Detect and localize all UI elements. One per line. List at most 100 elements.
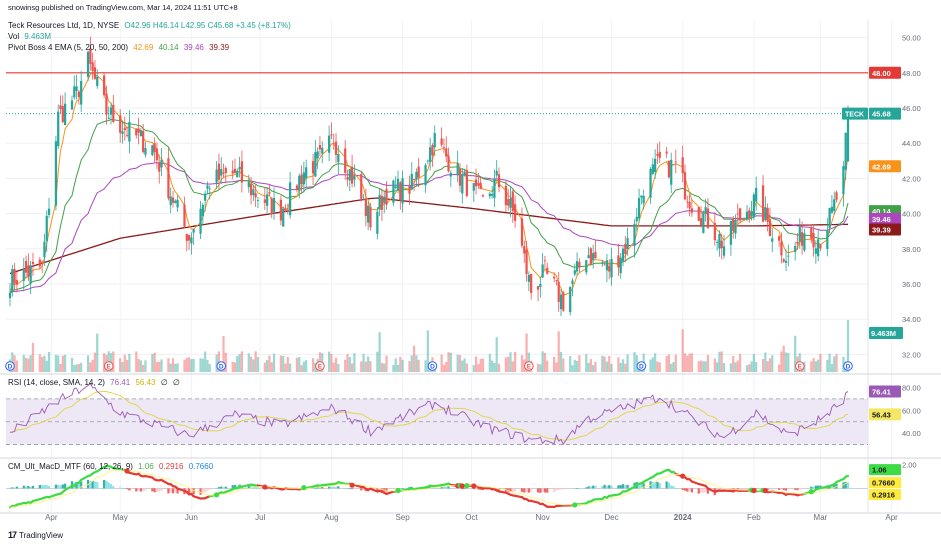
macd-hist-bar bbox=[109, 484, 113, 489]
macd-cross-dot bbox=[572, 502, 578, 508]
volume-bar bbox=[22, 354, 25, 372]
macd-hist-bar bbox=[559, 488, 563, 490]
candle-body bbox=[392, 180, 395, 203]
macd-hist-bar bbox=[353, 488, 356, 490]
volume-bar bbox=[135, 351, 138, 372]
candle-body bbox=[77, 91, 80, 97]
vol-label[interactable]: Vol bbox=[8, 32, 20, 41]
price-tick-label: 40.00 bbox=[902, 210, 921, 219]
rsi-ma-value-box bbox=[869, 408, 901, 421]
candle-body bbox=[24, 261, 28, 273]
candle-body bbox=[651, 164, 654, 174]
price-tick-label: 36.00 bbox=[902, 280, 921, 289]
ema-label[interactable]: Pivot Boss 4 EMA (5, 20, 50, 200) bbox=[8, 43, 129, 52]
macd-line-segment bbox=[80, 474, 90, 482]
candle-body bbox=[771, 238, 774, 242]
macd-line-segment bbox=[690, 480, 700, 486]
dividend-marker bbox=[427, 361, 438, 371]
volume-bar bbox=[704, 361, 707, 372]
macd-line-segment bbox=[530, 499, 540, 504]
earnings-marker bbox=[315, 361, 325, 371]
candle-body bbox=[394, 186, 397, 188]
legend-macd: CM_Ult_MacD_MTF (60, 12, 26, 9) 1.06 0.2… bbox=[8, 462, 213, 471]
volume-bar bbox=[764, 352, 767, 372]
candle-body bbox=[536, 286, 540, 290]
candle-body bbox=[344, 148, 347, 173]
macd-hist-last-label-box bbox=[869, 488, 901, 500]
volume-bar bbox=[784, 352, 788, 372]
volume-bar bbox=[456, 354, 459, 372]
macd-hist-bar bbox=[610, 485, 613, 489]
macd-hist-bar bbox=[31, 485, 35, 489]
volume-bar bbox=[782, 345, 785, 372]
macd-hist-bar bbox=[61, 484, 64, 489]
event-marker-letter: D bbox=[430, 364, 435, 371]
candle-body bbox=[426, 160, 429, 162]
candle-body bbox=[378, 194, 381, 210]
symbol-title[interactable]: Teck Resources Ltd, 1D, NYSE bbox=[8, 21, 120, 30]
teck-price-box bbox=[869, 107, 901, 120]
ema200-line bbox=[9, 197, 849, 275]
candle-body bbox=[412, 178, 416, 180]
volume-bar bbox=[153, 352, 156, 372]
volume-bar bbox=[585, 354, 588, 372]
candle-body bbox=[353, 175, 356, 180]
macd-line-segment bbox=[835, 477, 845, 484]
macd-hist-bar bbox=[654, 481, 657, 489]
macd-hist-bar bbox=[683, 488, 687, 491]
macd-label[interactable]: CM_Ult_MacD_MTF (60, 12, 26, 9) bbox=[8, 462, 133, 471]
candle-body bbox=[247, 181, 250, 188]
volume-bar bbox=[380, 362, 384, 372]
macd-line-segment bbox=[706, 487, 716, 493]
candle-body bbox=[784, 260, 788, 263]
volume-bar bbox=[160, 359, 163, 372]
volume-bar bbox=[601, 355, 604, 372]
candle-body bbox=[408, 185, 411, 194]
candle-body bbox=[477, 183, 480, 186]
ema5-price-label-box bbox=[869, 160, 901, 173]
candle-body bbox=[128, 121, 131, 142]
volume-bar bbox=[183, 359, 186, 372]
macd-line-segment bbox=[64, 484, 74, 492]
volume-bar bbox=[722, 363, 726, 372]
candle-body bbox=[144, 148, 147, 155]
candle-body bbox=[380, 195, 384, 210]
candle-body bbox=[300, 174, 303, 184]
candle-body bbox=[530, 273, 533, 293]
macd-cross-dot bbox=[301, 485, 307, 491]
candle-body bbox=[360, 174, 363, 199]
tradingview-logo[interactable]: 17 TradingView bbox=[8, 530, 63, 540]
macd-hist-bar bbox=[608, 485, 611, 489]
volume-bar bbox=[330, 354, 333, 372]
volume-bar bbox=[176, 363, 179, 372]
macd-hist-bar bbox=[553, 488, 556, 492]
macd-hist-bar bbox=[585, 487, 588, 489]
event-marker-letter: E bbox=[107, 364, 112, 371]
candle-body bbox=[112, 104, 115, 122]
candle-body bbox=[89, 48, 92, 64]
rsi-label[interactable]: RSI (14, close, SMA, 14, 2) bbox=[8, 378, 105, 387]
macd-hist-bar bbox=[171, 488, 175, 494]
volume-bar bbox=[15, 360, 19, 372]
candle-body bbox=[713, 222, 716, 241]
macd-hist-bar bbox=[474, 488, 478, 490]
volume-bar bbox=[665, 355, 668, 372]
macd-hist-bar bbox=[139, 488, 142, 492]
candle-body bbox=[348, 169, 351, 181]
candle-body bbox=[249, 183, 253, 196]
candle-body bbox=[215, 169, 218, 183]
candle-body bbox=[417, 166, 420, 178]
volume-bar bbox=[314, 362, 317, 372]
ema200-price-label: 39.39 bbox=[872, 225, 891, 234]
macd-hist-bar bbox=[217, 487, 221, 489]
volume-bar bbox=[553, 356, 556, 372]
macd-hist-bar bbox=[201, 488, 204, 494]
candle-body bbox=[27, 265, 30, 277]
candle-body bbox=[761, 185, 765, 222]
volume-bar bbox=[346, 354, 349, 372]
macd-hist-bar bbox=[530, 488, 533, 492]
candle-body bbox=[794, 245, 797, 252]
tv-logo-icon: 17 bbox=[8, 530, 17, 540]
macd-line-segment bbox=[385, 490, 395, 496]
volume-bar bbox=[224, 352, 227, 372]
